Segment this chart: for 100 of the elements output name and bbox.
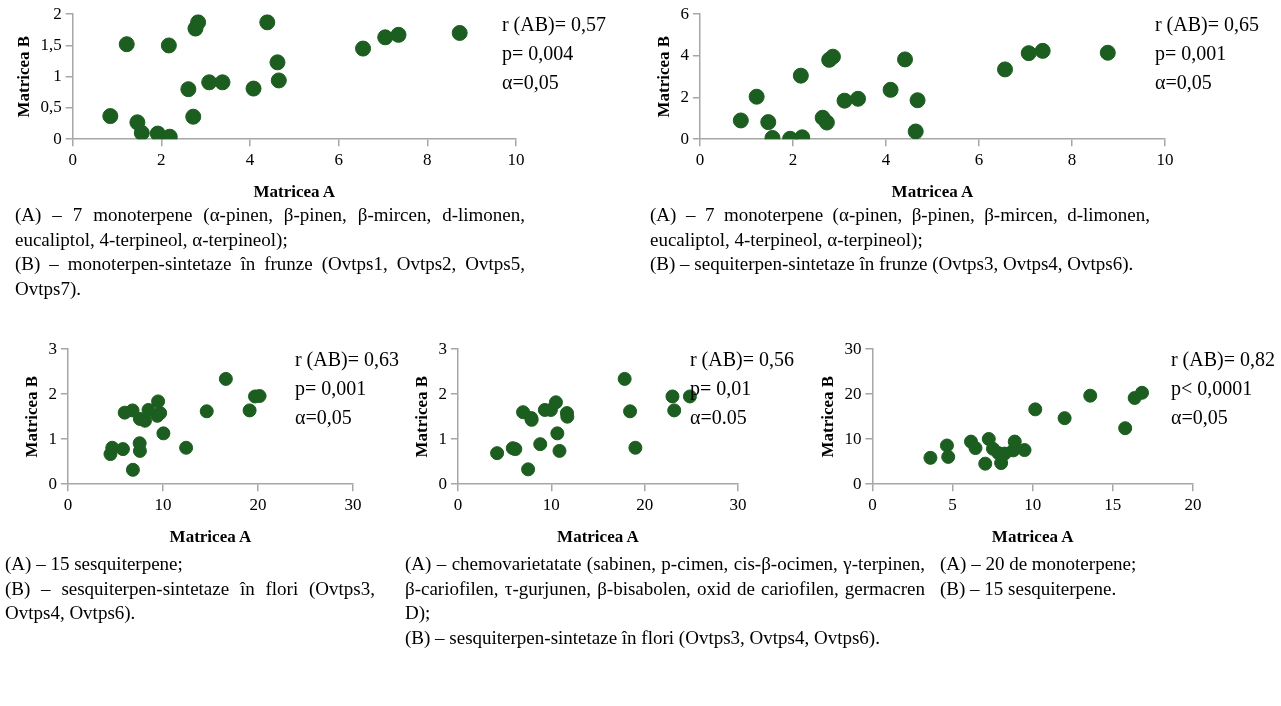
x-axis-title: Matricea A	[991, 527, 1075, 547]
point	[667, 403, 682, 418]
y-tick-label: 0	[438, 473, 447, 493]
point	[490, 446, 505, 461]
x-tick-label: 30	[344, 494, 362, 514]
point	[760, 114, 777, 131]
text: (B) – sesquiterpen-sintetaze în flori (Ovtps3, Ovtps4, Ovtps6).	[5, 576, 375, 626]
point	[1135, 385, 1150, 400]
y-axis-title: Matricea B	[13, 35, 33, 118]
point	[156, 426, 171, 441]
x-tick-label: 6	[334, 149, 343, 169]
y-tick-label: 2	[438, 383, 447, 403]
point	[185, 108, 202, 125]
x-axis-title: Matricea A	[891, 182, 974, 202]
y-tick-label: 1,5	[40, 34, 62, 54]
y-axis-title: Matricea B	[653, 35, 673, 118]
point	[548, 395, 563, 410]
point	[190, 14, 207, 31]
y-tick-label: 1	[438, 428, 447, 448]
text: (B) – monoterpen-sintetaze în frunze (Ovtps1, Ovtps2, Ovtps5, Ovtps7).	[15, 252, 525, 302]
point	[748, 88, 765, 105]
y-axis-title: Matricea B	[817, 375, 837, 458]
point	[451, 24, 468, 41]
point	[978, 456, 993, 471]
x-tick-label: 6	[974, 149, 984, 169]
x-tick-label: 0	[68, 149, 77, 169]
point	[115, 442, 130, 457]
x-tick-label: 10	[154, 494, 172, 514]
point	[882, 81, 899, 98]
x-tick-label: 0	[868, 494, 877, 514]
annotation: r (AB)= 0,82 p< 0,0001 α=0,05	[1170, 348, 1275, 429]
text: (A) – chemovarietatate (sabinen, p-cimen, cis-β-ocimen, γ-terpinen, β-cariofilen, τ-gurjunen, β-bisabolen, oxid de cariofilen, germacren D);	[405, 552, 925, 626]
point	[1057, 411, 1072, 426]
point	[118, 36, 135, 53]
x-axis-title: Matricea A	[557, 527, 640, 547]
point	[550, 426, 565, 441]
point	[665, 389, 680, 404]
point	[818, 114, 835, 131]
point	[160, 37, 177, 54]
y-tick-label: 2	[53, 3, 62, 23]
point	[125, 462, 140, 477]
point	[617, 371, 632, 386]
point	[270, 72, 287, 89]
point	[390, 26, 407, 43]
point	[133, 124, 150, 140]
x-tick-label: 10	[1024, 494, 1042, 514]
point	[850, 90, 867, 107]
x-tick-label: 20	[636, 494, 654, 514]
text: (A) – 15 sesquiterpene;	[5, 552, 184, 576]
text: (B) – sequiterpen-sintetaze în frunze (Ovtps3, Ovtps4, Ovtps6).	[650, 252, 1135, 277]
annotation: r (AB)= 0,57 p= 0,004 α=0,05	[501, 13, 606, 94]
point	[179, 440, 194, 455]
y-tick-label: 3	[48, 338, 57, 358]
point	[997, 61, 1014, 78]
x-tick-label: 20	[249, 494, 267, 514]
y-tick-label: 0	[48, 473, 57, 493]
point	[355, 40, 372, 57]
point	[180, 81, 197, 98]
point	[1020, 45, 1037, 62]
point	[1083, 388, 1098, 403]
point	[623, 404, 638, 419]
y-tick-label: 4	[680, 45, 690, 65]
point	[1028, 402, 1043, 417]
point	[151, 394, 166, 409]
y-tick-label: 0	[852, 473, 862, 493]
x-tick-label: 30	[729, 494, 747, 514]
point	[1034, 42, 1051, 59]
point	[836, 92, 853, 109]
x-tick-label: 8	[1067, 149, 1077, 169]
point	[792, 67, 809, 84]
x-tick-label: 4	[245, 149, 255, 169]
point	[377, 29, 394, 46]
annotation: r (AB)= 0,65 p= 0,001 α=0,05	[1154, 13, 1259, 94]
point	[1007, 434, 1022, 449]
x-tick-label: 0	[695, 149, 705, 169]
y-tick-label: 0,5	[40, 97, 62, 117]
point	[732, 112, 749, 129]
point	[125, 403, 140, 418]
x-tick-label: 4	[881, 149, 891, 169]
point	[552, 443, 567, 458]
point	[245, 80, 262, 97]
point	[218, 371, 233, 386]
point	[1118, 421, 1133, 436]
point	[941, 449, 956, 464]
point	[521, 462, 536, 477]
x-tick-label: 8	[423, 149, 432, 169]
x-tick-label: 10	[542, 494, 560, 514]
point	[907, 123, 924, 140]
point	[242, 403, 257, 418]
point	[968, 441, 983, 456]
y-tick-label: 1	[48, 428, 57, 448]
annotation: r (AB)= 0,56 p= 0,01 α=0.05	[689, 348, 794, 429]
x-axis-title: Matricea A	[169, 527, 252, 547]
y-tick-label: 2	[680, 87, 689, 106]
text: (A) – 7 monoterpene (α-pinen, β-pinen, β-mircen, d-limonen, eucaliptol, 4-terpineol, α-terpineol);	[15, 203, 525, 252]
point	[269, 54, 286, 71]
text: (B) – sesquiterpen-sintetaze în flori (Ovtps3, Ovtps4, Ovtps6).	[405, 626, 881, 651]
text: (A) – 20 de monoterpene;	[940, 552, 1138, 576]
point	[923, 450, 938, 465]
x-tick-label: 2	[788, 149, 798, 169]
